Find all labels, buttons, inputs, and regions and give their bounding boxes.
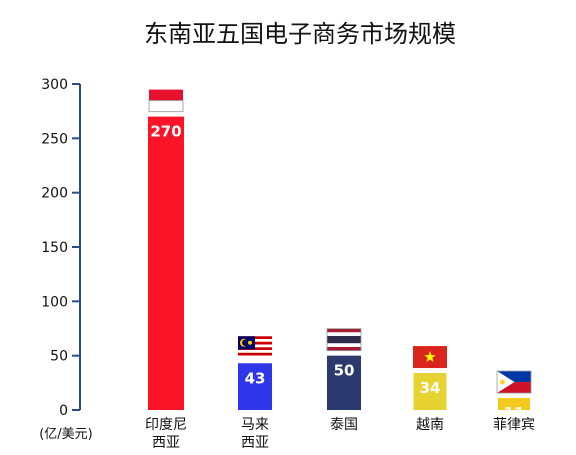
indonesia-flag-icon: [148, 89, 184, 113]
data-label: 34: [420, 379, 441, 397]
y-axis: 0 50 100 150 200 250 300: [41, 77, 81, 419]
malaysia-flag-icon: [238, 336, 272, 359]
vietnam-flag-icon: [413, 346, 447, 369]
category-label: 菲律宾: [493, 417, 535, 433]
bar: [327, 355, 361, 410]
y-tick-label: 100: [41, 294, 68, 310]
y-unit-label: (亿/美元): [39, 427, 93, 442]
data-label: 270: [150, 123, 181, 141]
y-tick-label: 200: [41, 186, 68, 202]
bar: [148, 116, 184, 410]
philippines-flag-icon: [496, 370, 532, 394]
bars: [148, 116, 530, 410]
category-label: 马来西亚: [241, 417, 269, 451]
data-label: 50: [334, 362, 355, 380]
y-tick-label: 300: [41, 77, 68, 93]
bar: [413, 373, 447, 410]
thailand-flag-icon: [326, 328, 362, 352]
y-tick-label: 0: [59, 403, 68, 419]
y-tick-label: 250: [41, 131, 68, 147]
bar: [498, 398, 530, 410]
category-label: 越南: [416, 417, 444, 433]
y-tick-label: 50: [50, 349, 68, 365]
y-tick-label: 150: [41, 240, 68, 256]
chart-title: 东南亚五国电子商务市场规模: [144, 20, 456, 48]
bar: [238, 363, 272, 410]
category-label: 泰国: [330, 417, 358, 433]
data-label: 11: [504, 404, 525, 422]
category-label: 印度尼西亚: [145, 417, 187, 451]
flags: [148, 89, 532, 394]
data-label: 43: [245, 369, 266, 387]
